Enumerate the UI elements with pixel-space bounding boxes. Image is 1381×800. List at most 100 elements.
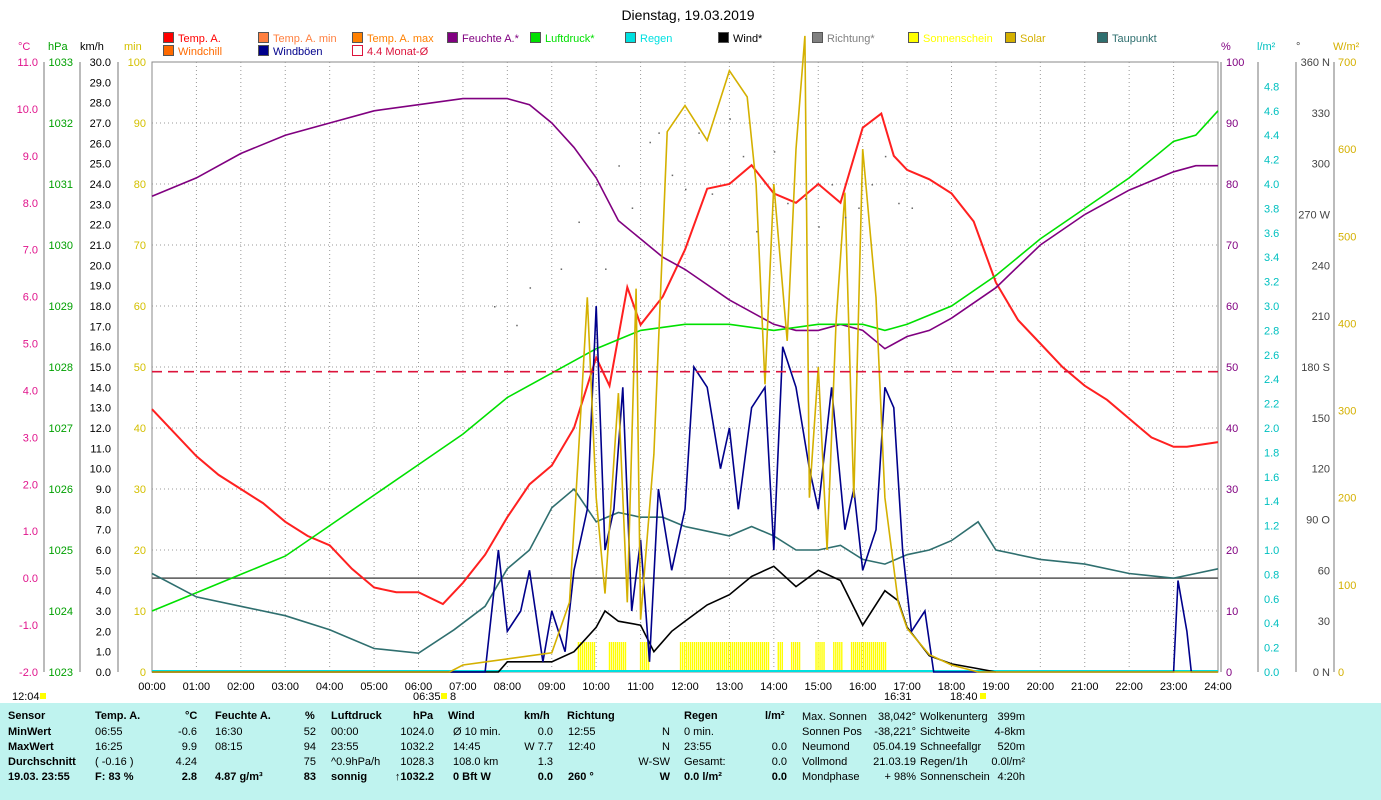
stats-avg-h-val: 75	[303, 756, 316, 768]
stats-avg-w-val: 1.3	[537, 756, 553, 768]
legend-label: Windchill	[178, 46, 223, 58]
sun-tick-label: 50	[134, 362, 146, 374]
sunset-marker	[980, 693, 986, 699]
temp-tick-label: 11.0	[17, 57, 38, 69]
misc-value: 4-8km	[994, 726, 1025, 738]
legend-label: Wind*	[733, 33, 763, 45]
rain-tick-label: 2.0	[1264, 423, 1279, 435]
sun-tick-label: 0	[140, 667, 146, 679]
time-tick-label: 14:00	[760, 681, 788, 693]
legend-item: Feuchte A.*	[447, 32, 519, 45]
rain-tick-label: 0.2	[1264, 643, 1279, 655]
misc-value: 520m	[997, 741, 1025, 753]
time-markers: 12:04 06:35 8 16:31 18:40	[12, 691, 986, 703]
legend-swatch	[352, 45, 363, 56]
wind-tick-label: 0.0	[96, 667, 111, 679]
solar-tick-label: 200	[1338, 493, 1356, 505]
legend-label: Windböen	[273, 46, 323, 58]
stats-max-t-val: 9.9	[181, 741, 197, 753]
direction-dot	[831, 184, 834, 186]
stats-max-d-time: 12:40	[568, 741, 596, 753]
wind-tick-label: 26.0	[90, 138, 111, 150]
stats-avg-t-time: ( -0.16 )	[95, 756, 134, 768]
direction-tick-label: 300	[1312, 159, 1330, 171]
astro-value: 21.03.19	[873, 756, 916, 768]
weather-chart: Dienstag, 19.03.2019 00:00 01:00 02:00 03:0…	[12, 7, 1360, 703]
wind-tick-label: 15.0	[90, 362, 111, 374]
wind-tick-label: 13.0	[90, 403, 111, 415]
stats-now-t-val: 2.8	[181, 771, 197, 783]
stats-header-dir: Richtung	[567, 710, 615, 722]
time-tick-label: 02:00	[227, 681, 255, 693]
misc-key: Schneefallgr	[920, 741, 982, 753]
solar-tick-label: 400	[1338, 318, 1356, 330]
misc-value: 399m	[997, 711, 1025, 723]
wind-tick-label: 23.0	[90, 199, 111, 211]
stats-avg-r-val: 0.0	[771, 756, 787, 768]
rain-tick-label: 0.6	[1264, 594, 1279, 606]
temp-tick-label: 10.0	[17, 104, 38, 116]
time-tick-label: 00:00	[138, 681, 166, 693]
sun-tick-label: 60	[134, 301, 146, 313]
solar-tick-label: 700	[1338, 57, 1356, 69]
solar-tick-label: 500	[1338, 231, 1356, 243]
chart-grid	[151, 61, 1219, 673]
legend-label: Feuchte A.*	[462, 33, 519, 45]
direction-tick-label: 330	[1312, 108, 1330, 120]
series-feuchte-a	[151, 97, 1218, 350]
legend-label: Regen	[640, 33, 673, 45]
wind-tick-label: 2.0	[96, 626, 111, 638]
direction-tick-label: 30	[1318, 616, 1330, 628]
sunset-label: 18:40	[950, 691, 978, 703]
solar-tick-label: 300	[1338, 406, 1356, 418]
rain-tick-label: 3.6	[1264, 228, 1279, 240]
stats-max-t-time: 16:25	[95, 741, 123, 753]
stats-min-w-label: Ø 10 min.	[453, 726, 501, 738]
astro-key: Max. Sonnen	[802, 711, 867, 723]
direction-tick-label: 270 W	[1298, 210, 1330, 222]
humidity-tick-label: 40	[1226, 423, 1238, 435]
wind-tick-label: 4.0	[96, 586, 111, 598]
legend-label: Temp. A. max	[367, 33, 434, 45]
legend-item: Solar	[1005, 32, 1046, 45]
misc-value: 4:20h	[997, 771, 1025, 783]
direction-dot	[911, 207, 914, 209]
stats-avg-p-time: ^0.9hPa/h	[331, 756, 381, 768]
direction-dot	[871, 184, 874, 186]
stats-header-temp: Temp. A.	[95, 710, 141, 722]
noon-label: 12:04	[12, 691, 40, 703]
wind-tick-label: 9.0	[96, 484, 111, 496]
temp-tick-label: 5.0	[23, 339, 38, 351]
rain-tick-label: 0.8	[1264, 569, 1279, 581]
unit-temp: °C	[18, 41, 30, 53]
stats-min-p-time: 00:00	[331, 726, 359, 738]
wind-tick-label: 6.0	[96, 545, 111, 557]
stats-avg-p-val: 1028.3	[400, 756, 434, 768]
sun-tick-label: 70	[134, 240, 146, 252]
direction-dot	[756, 230, 758, 233]
sun-tick-label: 30	[134, 484, 146, 496]
humidity-tick-label: 30	[1226, 484, 1238, 496]
legend-label: Solar	[1020, 33, 1046, 45]
stats-min-label: MinWert	[8, 726, 52, 738]
series-windb-en	[152, 305, 1218, 673]
stats-max-r-val: 0.0	[771, 741, 787, 753]
stats-min-h-time: 16:30	[215, 726, 243, 738]
chart-axes: 00:00 01:00 02:00 03:00 04:00 05:00 06:00 07:00…	[17, 41, 1360, 693]
unit-direction: °	[1296, 41, 1300, 53]
rain-tick-label: 4.0	[1264, 179, 1279, 191]
direction-dot	[605, 268, 607, 270]
astro-value: + 98%	[884, 771, 917, 783]
temp-tick-label: 6.0	[23, 292, 38, 304]
stats-header-rain-unit: l/m²	[765, 710, 785, 722]
direction-tick-label: 240	[1312, 260, 1330, 272]
rain-tick-label: 3.0	[1264, 301, 1279, 313]
wind-tick-label: 30.0	[90, 57, 111, 69]
pressure-tick-label: 1030	[49, 240, 73, 252]
legend-item: Sonnenschein	[908, 32, 993, 45]
humidity-tick-label: 90	[1226, 118, 1238, 130]
misc-key: Wolkenunterg	[920, 711, 988, 723]
legend-label: 4.4 Monat-Ø	[367, 46, 429, 58]
legend-item: Windchill	[163, 45, 222, 58]
humidity-tick-label: 20	[1226, 545, 1238, 557]
